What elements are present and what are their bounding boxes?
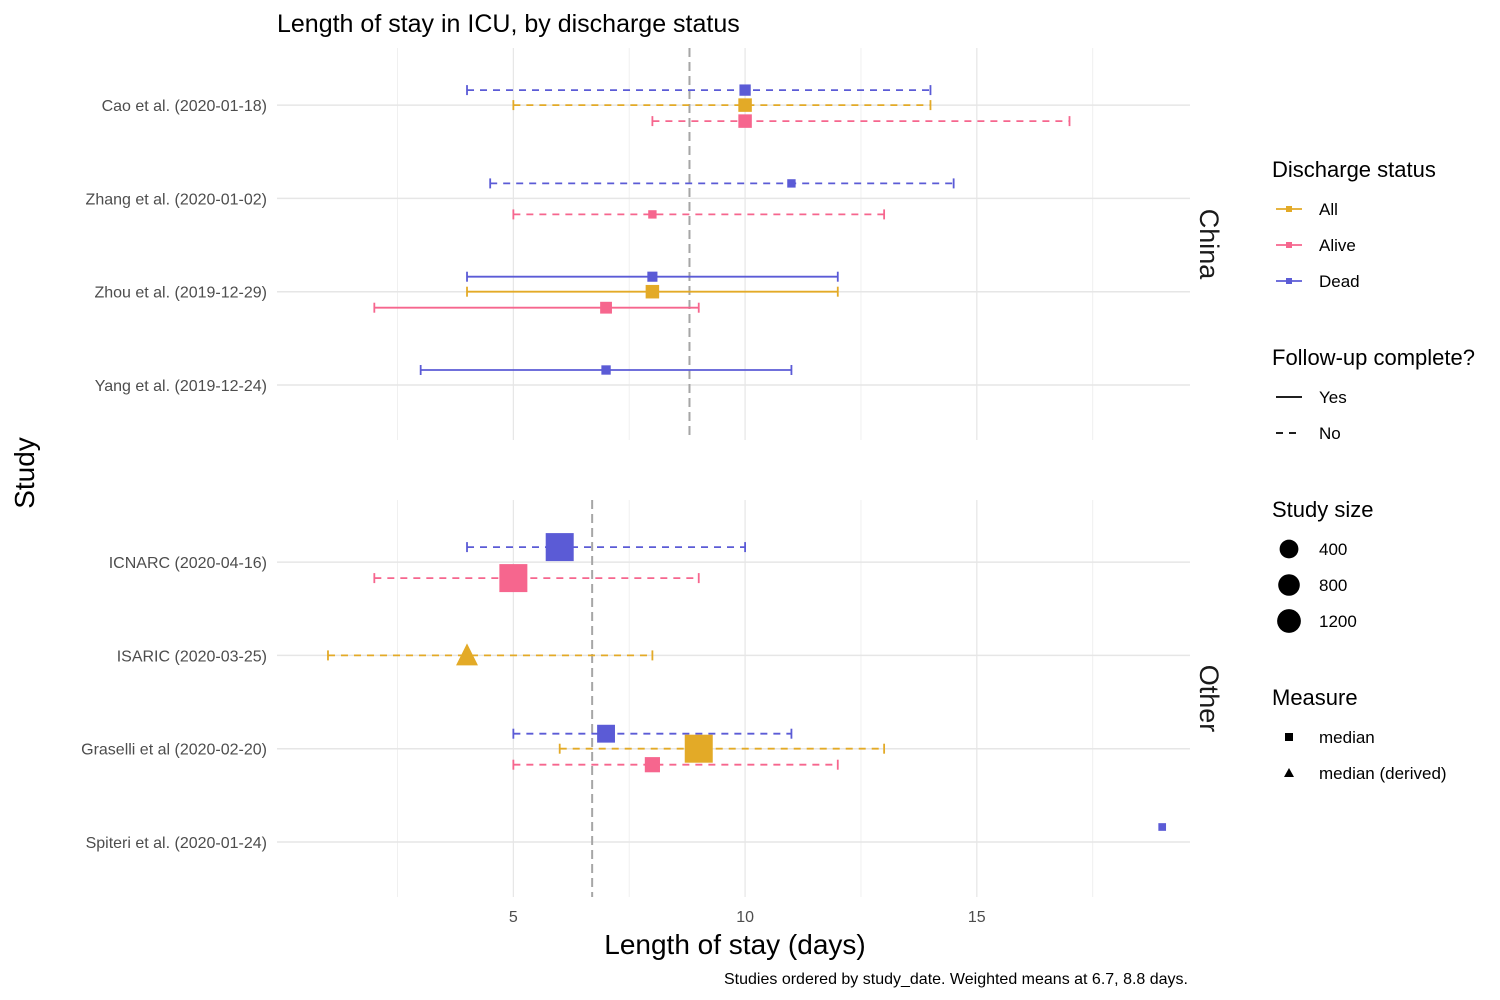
facet-strips: China Other: [1194, 209, 1224, 733]
legend-title-study-size: Study size: [1272, 497, 1374, 522]
plot-panels: [277, 48, 1190, 897]
y-tick-labels: Cao et al. (2020-01-18) Zhang et al. (202…: [81, 98, 267, 852]
point-triangle: [456, 643, 478, 666]
point-square: [499, 564, 528, 593]
legend-key-point: [1286, 278, 1292, 284]
point-square: [647, 271, 658, 282]
x-tick-labels: 5 10 15: [509, 909, 986, 926]
facet-strip-label-other: Other: [1194, 665, 1224, 733]
legend-key-point: [1286, 206, 1292, 212]
x-tick-label: 5: [509, 909, 518, 926]
legend-label: median (derived): [1319, 764, 1447, 783]
legend-label: No: [1319, 424, 1341, 443]
legend-title-discharge-status: Discharge status: [1272, 157, 1436, 182]
point-square: [739, 84, 751, 96]
legend-title-measure: Measure: [1272, 685, 1358, 710]
legend-label: Alive: [1319, 236, 1356, 255]
point-square: [1158, 823, 1167, 831]
y-tick-label: Yang et al. (2019-12-24): [95, 378, 267, 395]
facet-strip-label-china: China: [1194, 209, 1224, 281]
legend-label: Dead: [1319, 272, 1360, 291]
chart-title: Length of stay in ICU, by discharge stat…: [277, 10, 740, 38]
point-square: [738, 114, 752, 128]
point-square: [597, 724, 615, 743]
x-tick-label: 15: [968, 909, 986, 926]
legend-key-size: [1277, 609, 1301, 633]
y-tick-label: Cao et al. (2020-01-18): [102, 98, 267, 115]
legend: Discharge status All Alive Dead Follow-up co…: [1272, 157, 1475, 783]
legend-label: 1200: [1319, 612, 1357, 631]
x-tick-label: 10: [736, 909, 754, 926]
point-square: [545, 533, 574, 562]
legend-key-triangle: [1284, 768, 1294, 777]
y-tick-label: Zhou et al. (2019-12-29): [94, 285, 267, 302]
panel-china: [277, 48, 1190, 440]
point-square: [684, 734, 713, 763]
y-tick-label: Zhang et al. (2020-01-02): [86, 191, 267, 208]
y-tick-label: ICNARC (2020-04-16): [109, 555, 267, 572]
point-square: [601, 365, 611, 375]
panel-other: [277, 500, 1190, 897]
chart-caption: Studies ordered by study_date. Weighted …: [724, 971, 1188, 988]
point-square: [787, 179, 796, 188]
legend-key-size: [1279, 539, 1299, 559]
legend-label: median: [1319, 728, 1375, 747]
y-axis-label: Study: [9, 437, 40, 509]
y-tick-label: Graselli et al (2020-02-20): [81, 742, 267, 759]
point-square: [644, 757, 660, 773]
point-square: [648, 210, 657, 219]
point-square: [600, 301, 612, 314]
legend-label: Yes: [1319, 388, 1347, 407]
legend-label: 400: [1319, 540, 1347, 559]
x-axis-label: Length of stay (days): [604, 929, 865, 960]
legend-key-size: [1278, 574, 1300, 596]
legend-title-follow-up: Follow-up complete?: [1272, 345, 1475, 370]
point-square: [645, 284, 660, 299]
legend-key-square: [1285, 733, 1293, 741]
legend-key-point: [1286, 242, 1292, 248]
point-square: [738, 98, 752, 112]
legend-label: 800: [1319, 576, 1347, 595]
y-tick-label: ISARIC (2020-03-25): [117, 648, 267, 665]
y-tick-label: Spiteri et al. (2020-01-24): [86, 835, 267, 852]
legend-label: All: [1319, 200, 1338, 219]
